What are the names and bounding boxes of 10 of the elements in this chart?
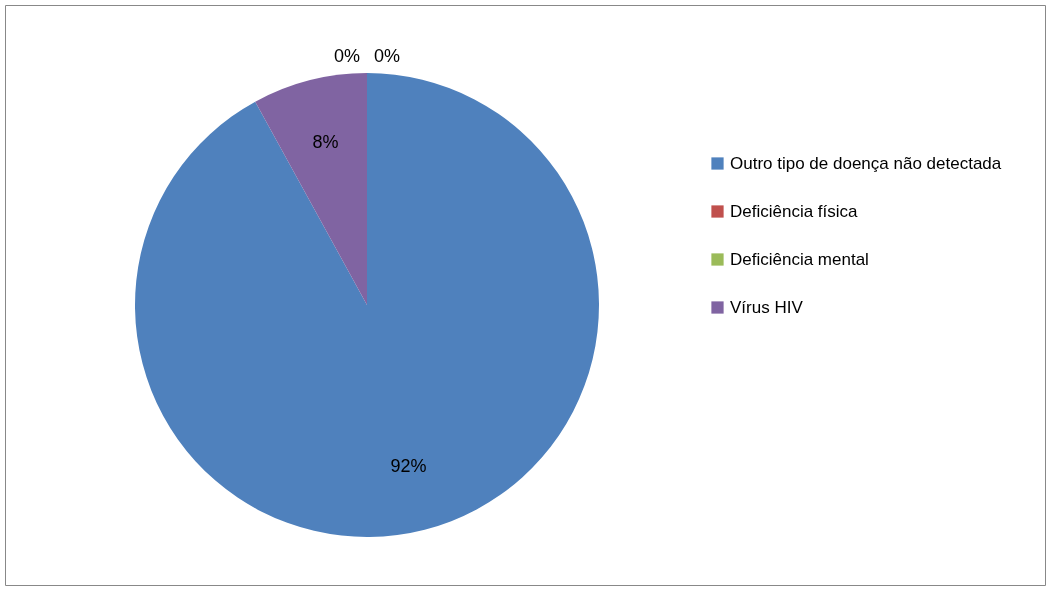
data-label: 92%	[390, 455, 427, 476]
data-label: 8%	[312, 132, 339, 153]
legend-label: Deficiência mental	[730, 249, 869, 269]
pie-slice	[135, 73, 599, 537]
legend-label: Outro tipo de doença não detectada	[730, 153, 1002, 173]
pie-slice	[255, 73, 367, 305]
legend-label: Vírus HIV	[730, 297, 804, 317]
text: 0%	[333, 45, 361, 66]
text: 0%	[373, 45, 401, 66]
legend-label: Deficiência física	[730, 201, 859, 221]
